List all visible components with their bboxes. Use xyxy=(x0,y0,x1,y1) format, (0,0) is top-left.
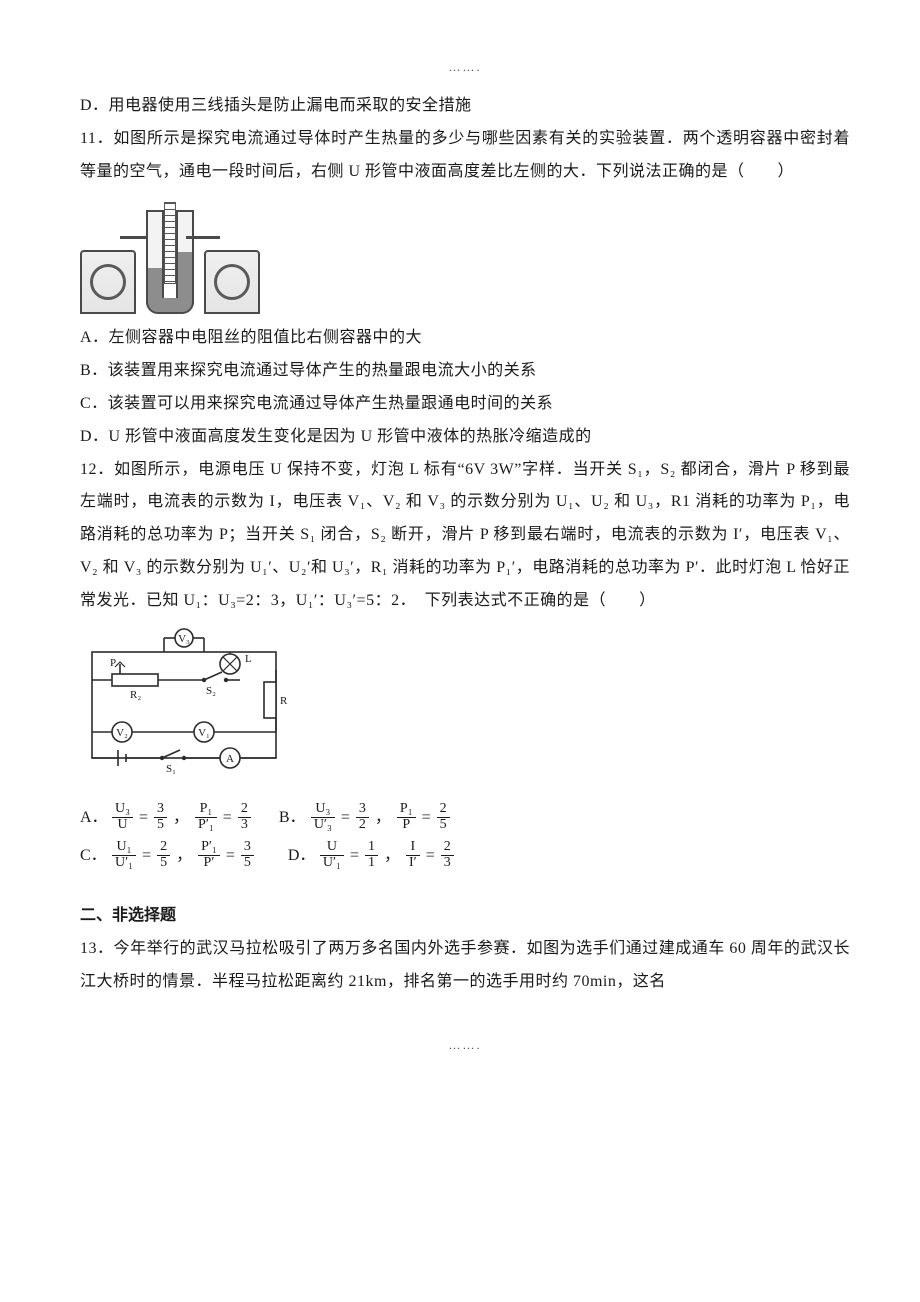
q12-options: A． U₃U = 35 ， P₁P′₁ = 23 B． U₃U′₃ = 32 ，… xyxy=(80,802,850,872)
q12-row-ab: A． U₃U = 35 ， P₁P′₁ = 23 B． U₃U′₃ = 32 ，… xyxy=(80,802,850,834)
q11-option-c: C．该装置可以用来探究电流通过导体产生热量跟通电时间的关系 xyxy=(80,388,850,421)
label-s1: S₁ xyxy=(166,763,176,775)
q10-option-d: D．用电器使用三线插头是防止漏电而采取的安全措施 xyxy=(80,90,850,123)
q11-option-a: A．左侧容器中电阻丝的阻值比右侧容器中的大 xyxy=(80,322,850,355)
q12-stem: 12．如图所示，电源电压 U 保持不变，灯泡 L 标有“6V 3W”字样．当开关… xyxy=(80,454,850,618)
top-dots: ……. xyxy=(80,60,850,76)
q13-stem: 13．今年举行的武汉马拉松吸引了两万多名国内外选手参赛．如图为选手们通过建成通车… xyxy=(80,933,850,999)
q11-stem: 11．如图所示是探究电流通过导体时产生热量的多少与哪些因素有关的实验装置．两个透… xyxy=(80,123,850,189)
label-r2: R₂ xyxy=(130,689,141,701)
q12-option-c: C． U₁U′₁ = 25 ， P′₁P′ = 35 xyxy=(80,840,256,872)
page: ……. D．用电器使用三线插头是防止漏电而采取的安全措施 11．如图所示是探究电… xyxy=(0,0,920,1302)
label-s2: S₂ xyxy=(206,685,216,697)
q11-option-d: D．U 形管中液面高度发生变化是因为 U 形管中液体的热胀冷缩造成的 xyxy=(80,421,850,454)
label-a: A xyxy=(226,753,234,765)
label-p: P xyxy=(110,657,116,669)
q11-option-b: B．该装置用来探究电流通过导体产生的热量跟电流大小的关系 xyxy=(80,355,850,388)
label-v2: V₂ xyxy=(116,727,128,739)
label-v1: V₁ xyxy=(198,727,210,739)
q12-option-d: D． UU′₁ = 11 ， II′ = 23 xyxy=(288,840,456,872)
label-v3: V₃ xyxy=(178,633,190,645)
q12-row-cd: C． U₁U′₁ = 25 ， P′₁P′ = 35 D． UU′₁ = 11 … xyxy=(80,840,850,872)
label-l: L xyxy=(245,653,252,665)
q11-figure xyxy=(80,196,850,314)
section2-heading: 二、非选择题 xyxy=(80,898,850,933)
label-r1: R₁ xyxy=(280,695,288,707)
bottom-dots: ……. xyxy=(80,1038,850,1054)
q12-figure: V₃ L P R₂ S₂ R₁ xyxy=(80,624,288,796)
q12-option-a: A． U₃U = 35 ， P₁P′₁ = 23 xyxy=(80,802,253,834)
q12-option-b: B． U₃U′₃ = 32 ， P₁P = 25 xyxy=(279,802,452,834)
